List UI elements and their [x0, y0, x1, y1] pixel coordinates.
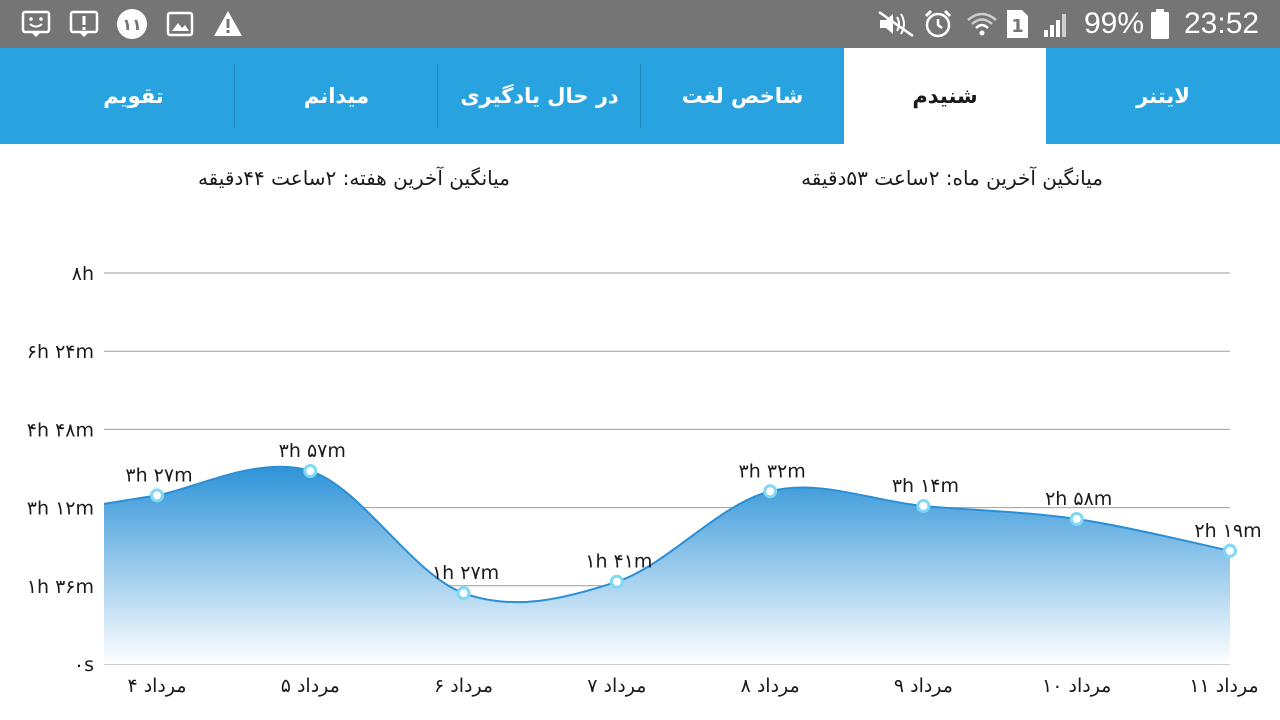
data-point: [609, 574, 624, 589]
x-tick-label: ۴ مرداد: [127, 675, 186, 697]
x-tick-label: ۸ مرداد: [741, 675, 800, 697]
battery-percent: 99%: [1084, 7, 1145, 40]
notification-badge-count: ۱۱: [122, 15, 142, 34]
tab-label: میدانم: [303, 84, 370, 108]
tab-label: شنیدم: [912, 84, 978, 108]
battery-icon: [1151, 9, 1169, 39]
data-label: ۱h ۴۱m: [585, 551, 652, 573]
tab-leitner[interactable]: لایتنر: [1046, 48, 1280, 144]
image-icon: [166, 11, 194, 37]
tab-label: شاخص لغت: [681, 84, 804, 108]
tab-divider: [640, 64, 641, 128]
data-label: ۳h ۳۲m: [739, 460, 806, 482]
y-tick-label: ۸h: [72, 263, 94, 285]
y-tick-label: ۶h ۲۴m: [27, 341, 94, 363]
x-tick-label: ۶ مرداد: [434, 675, 493, 697]
signal-icon: [1044, 14, 1066, 37]
tab-bar: لایتنر شنیدم شاخص لغت در حال یادگیری مید…: [0, 48, 1280, 144]
tab-divider: [234, 64, 235, 128]
series-area: [104, 466, 1230, 664]
tab-divider: [437, 64, 438, 128]
tab-label: تقویم: [103, 84, 164, 108]
x-tick-label: ۷ مرداد: [587, 675, 646, 697]
y-tick-label: ۳h ۱۲m: [27, 498, 94, 520]
tab-heard[interactable]: شنیدم: [844, 48, 1046, 144]
tab-i-know[interactable]: میدانم: [235, 48, 438, 144]
data-point: [916, 498, 931, 513]
x-tick-label: ۹ مرداد: [894, 675, 953, 697]
data-label: ۳h ۵۷m: [279, 440, 346, 462]
data-point: [763, 484, 778, 499]
data-point: [150, 488, 164, 503]
data-label: ۱h ۲۷m: [432, 562, 499, 584]
alert-message-icon: [69, 10, 99, 37]
badge-11-icon: ۱۱: [117, 9, 147, 39]
y-tick-label: ۱h ۳۶m: [27, 576, 94, 598]
tab-word-index[interactable]: شاخص لغت: [641, 48, 844, 144]
status-bar: ۱۱ 1 99% 23:52: [0, 0, 1280, 48]
mute-icon: [878, 10, 914, 38]
tab-label: لایتنر: [1136, 84, 1190, 108]
alarm-icon: [924, 9, 952, 38]
weekly-average: میانگین آخرین هفته: ۲ساعت ۴۴دقیقه: [197, 166, 510, 190]
tab-label: در حال یادگیری: [460, 84, 619, 108]
data-point: [456, 586, 471, 601]
listening-time-chart: ۰s ۱h ۳۶m ۳h ۱۲m ۴h ۴۸m ۶h ۲۴m ۸h ۳h ۲۷m ۴ مرد…: [27, 263, 1262, 697]
y-tick-label: ۴h ۴۸m: [27, 419, 94, 441]
data-label: ۲h ۱۹m: [1194, 520, 1261, 542]
data-point: [1069, 512, 1084, 527]
data-point: [303, 463, 318, 478]
data-label: ۳h ۱۴m: [892, 475, 959, 497]
smiley-message-icon: [21, 10, 51, 37]
series-line: [103, 465, 1231, 604]
tab-calendar[interactable]: تقویم: [32, 48, 235, 144]
wifi-icon: [967, 12, 997, 36]
x-tick-label: ۱۰ مرداد: [1042, 675, 1111, 697]
data-point: [1223, 543, 1237, 558]
x-tick-label: ۵ مرداد: [281, 675, 340, 697]
data-label: ۳h ۲۷m: [125, 464, 192, 486]
clock-time: 23:52: [1184, 7, 1260, 40]
warning-icon: [214, 11, 242, 36]
tab-learning[interactable]: در حال یادگیری: [438, 48, 641, 144]
y-tick-label: ۰s: [74, 654, 94, 676]
data-label: ۲h ۵۸m: [1045, 488, 1112, 510]
x-tick-label: ۱۱ مرداد: [1189, 675, 1258, 697]
sim-1-icon: 1: [1007, 10, 1028, 38]
monthly-average: میانگین آخرین ماه: ۲ساعت ۵۳دقیقه: [801, 166, 1103, 190]
sim-slot-number: 1: [1011, 16, 1024, 37]
